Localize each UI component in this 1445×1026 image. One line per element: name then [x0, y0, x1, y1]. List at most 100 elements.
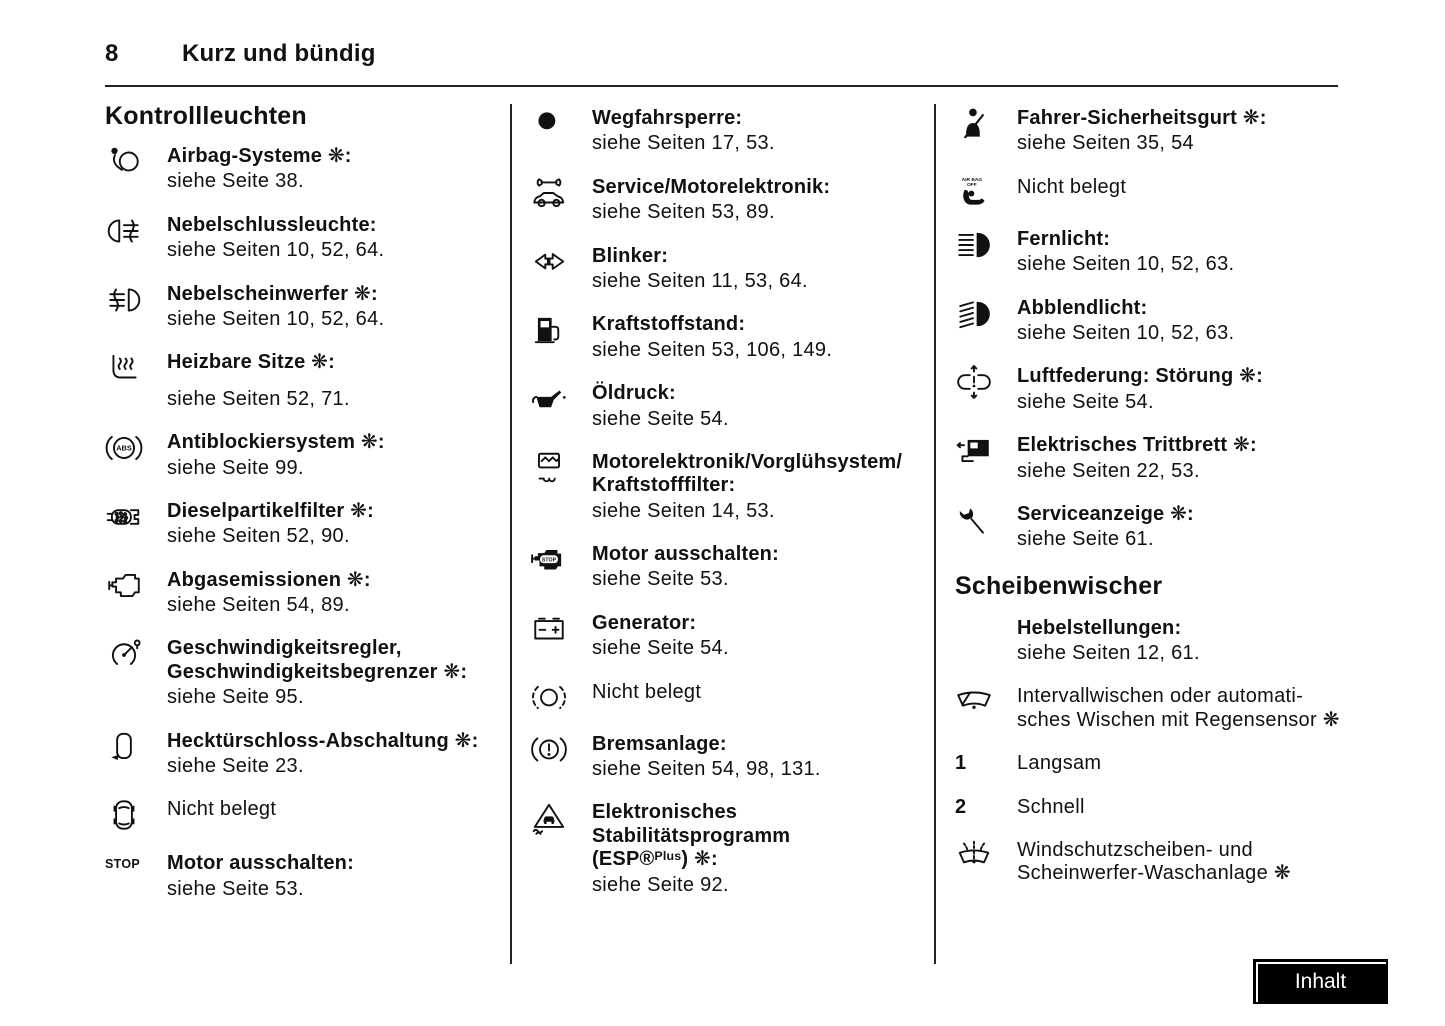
- entry-label: Hebelstellungen:: [1017, 616, 1182, 639]
- entry-fernlicht: Fernlicht: siehe Seiten 10, 52, 63.: [955, 228, 1385, 277]
- low-beam-icon: [955, 297, 1017, 346]
- entry-elektrisches-trittbrett: Elektrisches Trittbrett ❋: siehe Seiten …: [955, 434, 1385, 483]
- position-2-marker: 2: [955, 795, 967, 818]
- entry-label: Intervallwischen oder automati- sches Wi…: [1017, 685, 1340, 731]
- entry-generator: Generator: siehe Seite 54.: [530, 612, 930, 661]
- entry-motorelektronik-vorgluehsystem: Motorelektronik/Vorglühsystem/ Kraftstof…: [530, 451, 930, 523]
- entry-nebelscheinwerfer: Nebelscheinwerfer ❋: siehe Seiten 10, 52…: [105, 283, 505, 332]
- oil-can-icon: [530, 382, 592, 431]
- entry-label: Elektronisches Stabilitätsprogramm (ESP®…: [592, 801, 791, 871]
- entry-label: Fernlicht:: [1017, 227, 1111, 250]
- entry-ref: siehe Seiten 10, 52, 64.: [167, 307, 385, 330]
- entry-label: Dieselpartikelfilter ❋:: [167, 499, 374, 522]
- entry-ref: siehe Seiten 35, 54: [1017, 132, 1194, 155]
- entry-ref: siehe Seiten 22, 53.: [1017, 459, 1200, 482]
- entry-label: Kraftstoffstand:: [592, 313, 746, 336]
- entry-ref: siehe Seite 38.: [167, 170, 304, 193]
- entry-service-motorelektronik: Service/Motorelektronik: siehe Seiten 53…: [530, 176, 930, 225]
- entry-label: Windschutzscheiben- und Scheinwerfer-Was…: [1017, 839, 1291, 885]
- entry-label: Luftfederung: Störung ❋:: [1017, 365, 1263, 388]
- svg-text:ABS: ABS: [116, 444, 132, 453]
- position-1-marker: 1: [955, 752, 967, 775]
- fuel-pump-icon: [530, 313, 592, 362]
- column-divider: [510, 104, 512, 964]
- entry-label: Nicht belegt: [167, 798, 277, 821]
- entry-label: Service/Motorelektronik:: [592, 175, 831, 198]
- car-service-icon: [530, 176, 592, 225]
- page-number: 8: [105, 40, 119, 67]
- engine-stop-icon: STOP: [530, 543, 592, 592]
- entry-label: Abblendlicht:: [1017, 296, 1148, 319]
- inhalt-button[interactable]: Inhalt: [1253, 959, 1388, 1004]
- page-title: Kurz und bündig: [182, 40, 376, 67]
- entry-label: Wegfahrsperre:: [592, 107, 743, 129]
- entry-label: Nicht belegt: [592, 680, 702, 703]
- column-right: Fahrer-Sicherheitsgurt ❋: siehe Seiten 3…: [955, 107, 1385, 906]
- column-divider: [934, 104, 936, 964]
- entry-ref: siehe Seite 53.: [592, 568, 729, 591]
- entry-ref: siehe Seiten 52, 90.: [167, 525, 350, 548]
- svg-text:STOP: STOP: [542, 557, 557, 563]
- entry-nicht-belegt-2: Nicht belegt: [530, 681, 930, 715]
- section-heading-scheibenwischer: Scheibenwischer: [955, 571, 1163, 600]
- entry-ref: siehe Seite 53.: [167, 877, 304, 900]
- entry-ref: siehe Seiten 10, 52, 63.: [1017, 253, 1235, 276]
- entry-ref: siehe Seite 95.: [167, 686, 304, 709]
- esp-plus-superscript: Plus: [654, 848, 682, 863]
- rear-fog-light-icon: [105, 214, 167, 263]
- entry-intervallwischen: Intervallwischen oder automati- sches Wi…: [955, 685, 1385, 732]
- entry-dieselpartikelfilter: Dieselpartikelfilter ❋: siehe Seiten 52,…: [105, 500, 505, 549]
- svg-text:AIR BAG: AIR BAG: [962, 177, 983, 183]
- column-kontrollleuchten: Kontrollleuchten Airbag-Systeme ❋: siehe…: [105, 102, 505, 921]
- entry-motor-ausschalten-stop: STOP Motor ausschalten: siehe Seite 53.: [105, 852, 505, 901]
- entry-ref: siehe Seiten 52, 71.: [167, 387, 350, 410]
- entry-label: Motor ausschalten:: [167, 852, 354, 875]
- entry-ref: siehe Seiten 53, 89.: [592, 201, 775, 224]
- esp-icon: [530, 801, 592, 897]
- entry-ref: siehe Seiten 10, 52, 63.: [1017, 321, 1235, 344]
- entry-label: Motor ausschalten:: [592, 543, 779, 566]
- entry-abblendlicht: Abblendlicht: siehe Seiten 10, 52, 63.: [955, 297, 1385, 346]
- entry-label: Fahrer-Sicherheitsgurt ❋:: [1017, 107, 1267, 129]
- electric-step-icon: [955, 434, 1017, 483]
- entry-label: Airbag-Systeme ❋:: [167, 145, 352, 167]
- entry-ref: siehe Seite 92.: [592, 873, 729, 896]
- entry-label: Nebelschlussleuchte:: [167, 213, 377, 236]
- entry-geschwindigkeitsregler: Geschwindigkeitsregler, Geschwindigkeits…: [105, 637, 505, 709]
- entry-motor-ausschalten: STOP Motor ausschalten: siehe Seite 53.: [530, 543, 930, 592]
- immobilizer-icon: [530, 107, 592, 156]
- entry-label: Generator:: [592, 611, 697, 634]
- entry-schnell: 2 Schnell: [955, 796, 1385, 819]
- wiper-wash-icon: [955, 839, 1017, 886]
- entry-blinker: Blinker: siehe Seiten 11, 53, 64.: [530, 245, 930, 294]
- battery-icon: [530, 612, 592, 661]
- header-rule: [105, 85, 1338, 87]
- entry-waschanlage: Windschutzscheiben- und Scheinwerfer-Was…: [955, 839, 1385, 886]
- entry-ref: siehe Seite 99.: [167, 456, 304, 479]
- heated-seat-icon: [105, 351, 167, 411]
- entry-abgasemissionen: Abgasemissionen ❋: siehe Seiten 54, 89.: [105, 569, 505, 618]
- cruise-control-icon: [105, 637, 167, 709]
- entry-label: Blinker:: [592, 244, 669, 267]
- entry-label: Hecktürschloss-Abschaltung ❋:: [167, 729, 479, 752]
- entry-kraftstoffstand: Kraftstoffstand: siehe Seiten 53, 106, 1…: [530, 313, 930, 362]
- entry-label: Abgasemissionen ❋:: [167, 568, 371, 591]
- section-heading-kontrollleuchten: Kontrollleuchten: [105, 102, 307, 130]
- svg-text:OFF: OFF: [967, 182, 977, 188]
- wrench-icon: [955, 503, 1017, 552]
- entry-luftfederung: Luftfederung: Störung ❋: siehe Seite 54.: [955, 365, 1385, 414]
- entry-bremsanlage: Bremsanlage: siehe Seiten 54, 98, 131.: [530, 733, 930, 782]
- entry-label: Bremsanlage:: [592, 732, 727, 755]
- entry-ref: siehe Seiten 12, 61.: [1017, 642, 1200, 665]
- entry-serviceanzeige: Serviceanzeige ❋: siehe Seite 61.: [955, 503, 1385, 552]
- entry-ref: siehe Seiten 17, 53.: [592, 132, 775, 155]
- engine-electronics-glow-icon: [530, 451, 592, 523]
- rear-door-lock-icon: [105, 730, 167, 779]
- air-suspension-icon: [955, 365, 1017, 414]
- entry-ref: siehe Seiten 53, 106, 149.: [592, 338, 833, 361]
- entry-label: Antiblockiersystem ❋:: [167, 431, 385, 454]
- entry-ref: siehe Seite 23.: [167, 755, 304, 778]
- entry-ref: siehe Seiten 54, 98, 131.: [592, 758, 821, 781]
- entry-airbag-systeme: Airbag-Systeme ❋: siehe Seite 38.: [105, 145, 505, 194]
- engine-icon: [105, 569, 167, 618]
